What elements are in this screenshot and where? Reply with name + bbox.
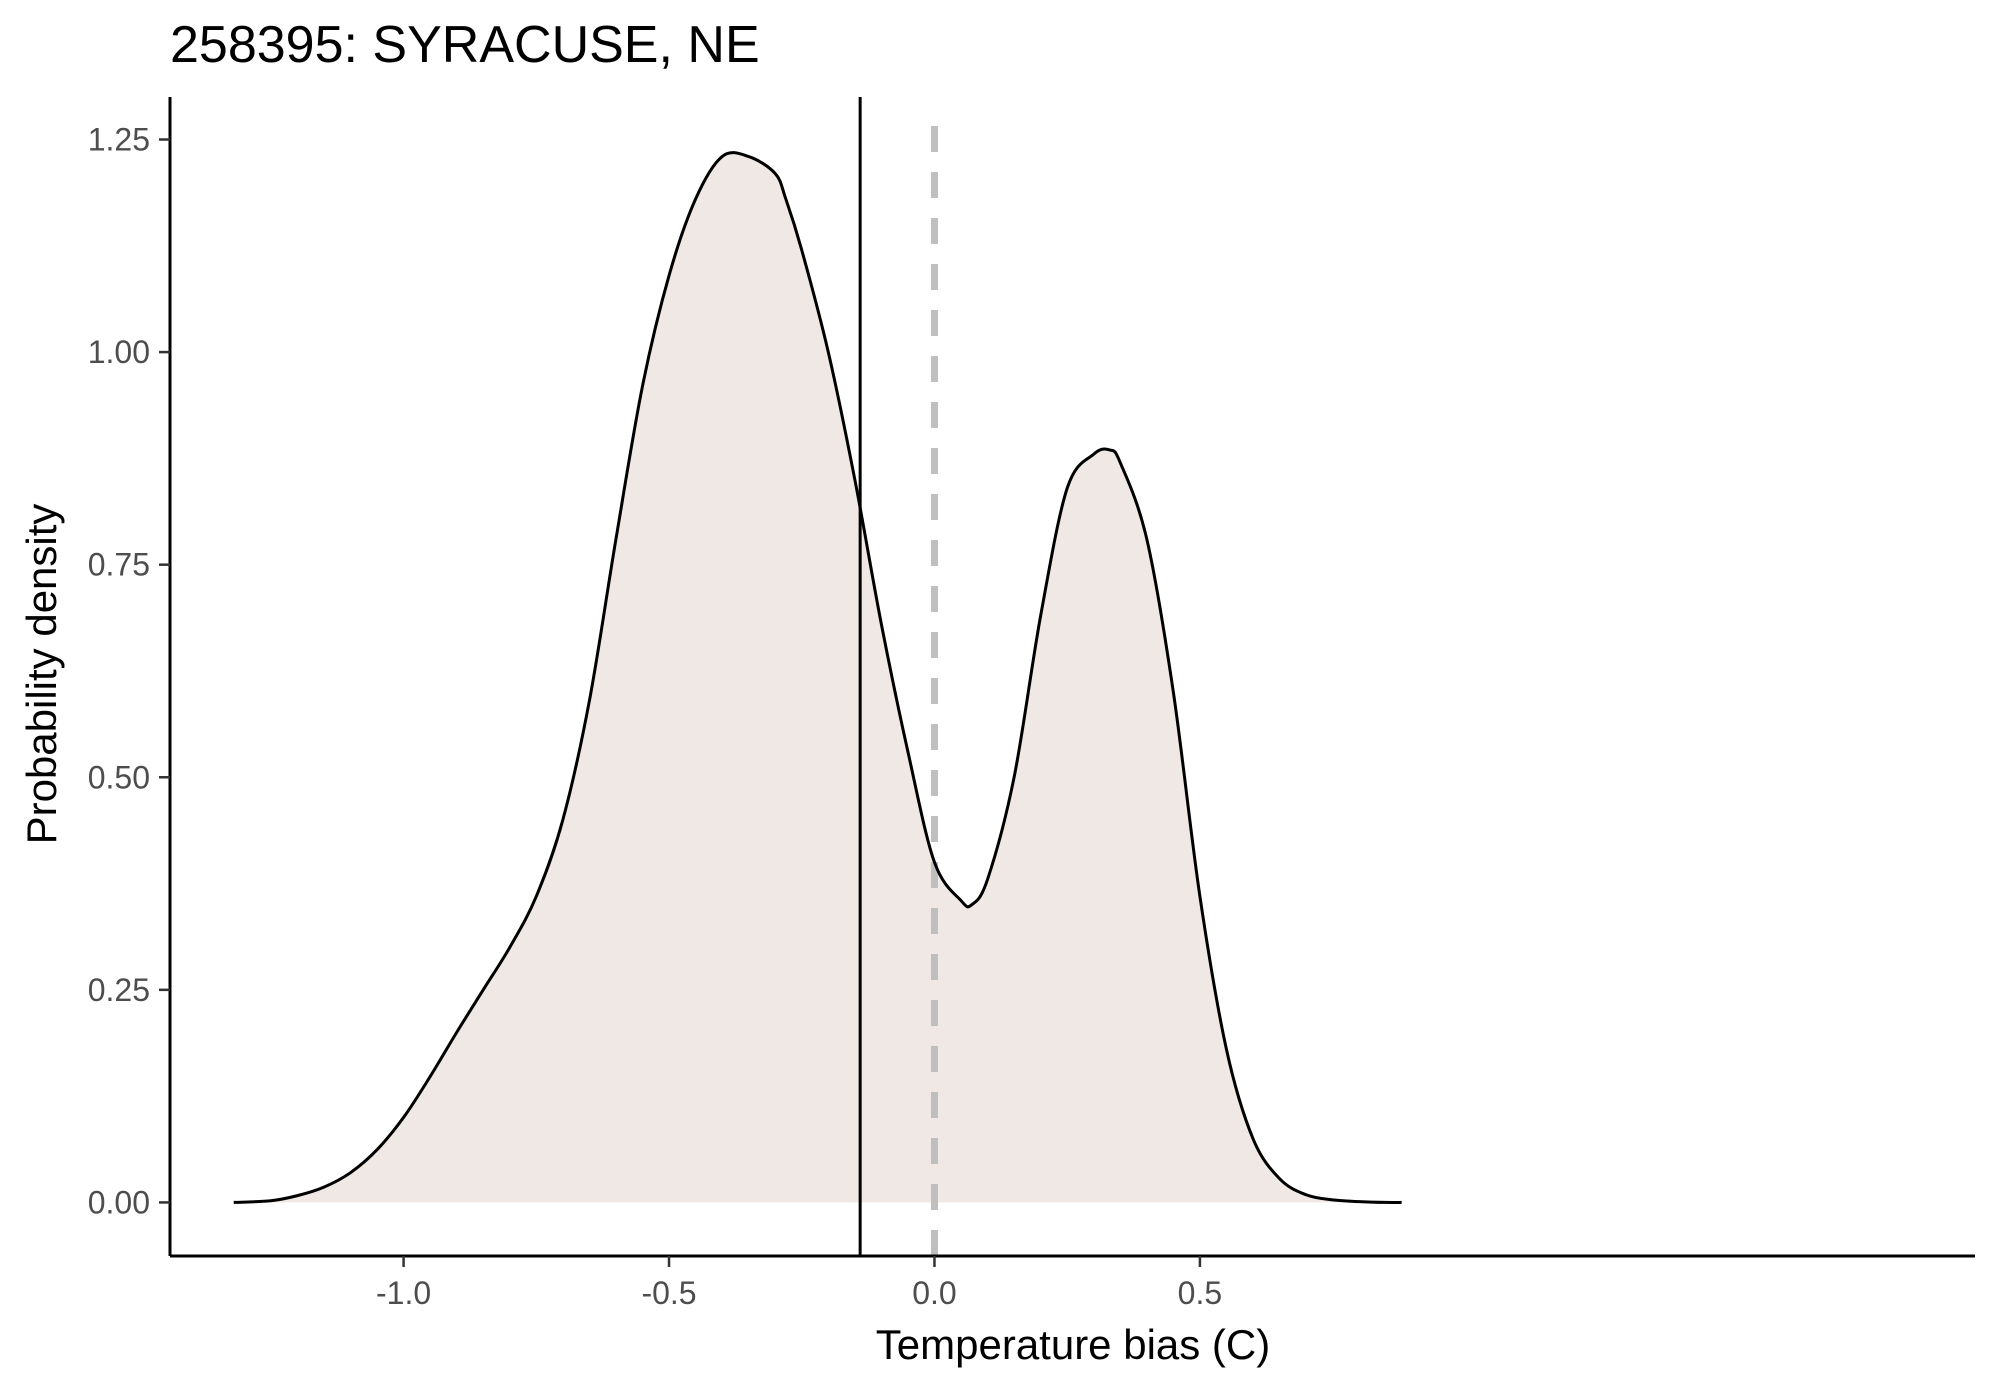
y-axis-ticks: 0.00 0.25 0.50 0.75 1.00 1.25	[88, 122, 170, 1220]
y-tick-label: 1.25	[88, 122, 150, 158]
y-tick-label: 1.00	[88, 334, 150, 370]
y-axis-title: Probability density	[18, 504, 65, 845]
axes: -1.0 -0.5 0.0 0.5 0.00 0.25 0.50 0.75 1.00 1.25	[88, 97, 1975, 1311]
density-curve-line	[233, 151, 1402, 1204]
x-axis-title: Temperature bias (C)	[876, 1321, 1270, 1368]
y-tick-label: 0.25	[88, 972, 150, 1008]
density-area-fill	[233, 152, 1402, 1203]
x-axis-ticks: -1.0 -0.5 0.0 0.5	[376, 1256, 1222, 1311]
x-tick-label: -0.5	[641, 1275, 696, 1311]
x-tick-label: -1.0	[376, 1275, 431, 1311]
y-tick-label: 0.00	[88, 1184, 150, 1220]
y-tick-label: 0.50	[88, 759, 150, 795]
x-tick-label: 0.5	[1178, 1275, 1222, 1311]
x-tick-label: 0.0	[912, 1275, 956, 1311]
y-tick-label: 0.75	[88, 547, 150, 583]
plot-area	[233, 97, 1402, 1256]
chart-title: 258395: SYRACUSE, NE	[170, 16, 760, 74]
